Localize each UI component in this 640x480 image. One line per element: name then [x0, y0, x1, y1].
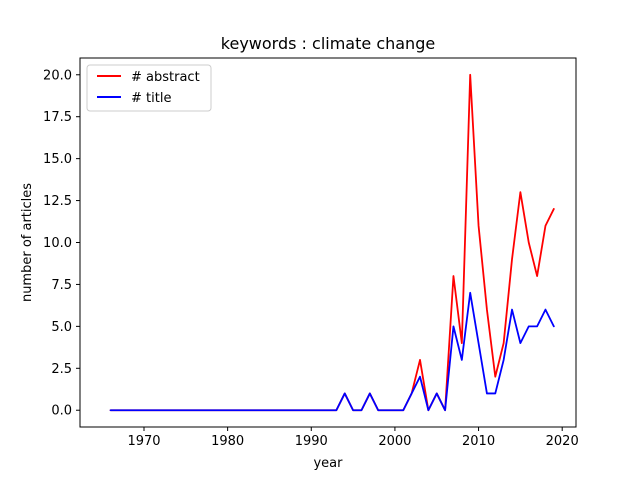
x-tick-label: 1980	[211, 434, 244, 449]
y-tick-label: 10.0	[43, 236, 72, 251]
legend-label-title: # title	[131, 91, 171, 106]
x-tick-label: 2020	[546, 434, 579, 449]
x-tick-label: 2000	[378, 434, 411, 449]
y-tick-label: 0.0	[51, 404, 72, 419]
x-tick-label: 1970	[127, 434, 160, 449]
series-line-abstract	[109, 73, 555, 412]
y-tick-label: 15.0	[43, 152, 72, 167]
y-tick-label: 12.5	[43, 194, 72, 209]
x-tick-label: 1990	[295, 434, 328, 449]
x-axis: 1970 1980 1990 2000 2010 2020	[127, 427, 579, 449]
series-line-title	[109, 291, 555, 412]
series-lines	[109, 73, 555, 412]
chart-title: keywords : climate change	[221, 34, 435, 53]
y-tick-label: 7.5	[51, 278, 72, 293]
y-tick-label: 2.5	[51, 362, 72, 377]
x-tick-label: 2010	[462, 434, 495, 449]
y-tick-label: 5.0	[51, 320, 72, 335]
legend-label-abstract: # abstract	[131, 70, 200, 85]
y-tick-label: 20.0	[43, 68, 72, 83]
y-tick-label: 17.5	[43, 110, 72, 125]
x-axis-label: year	[313, 456, 343, 471]
y-axis-label: number of articles	[20, 183, 35, 302]
legend: # abstract # title	[86, 64, 212, 112]
y-axis: 0.0 2.5 5.0 7.5 10.0 12.5 15.0 17.5 20.0	[43, 68, 80, 419]
